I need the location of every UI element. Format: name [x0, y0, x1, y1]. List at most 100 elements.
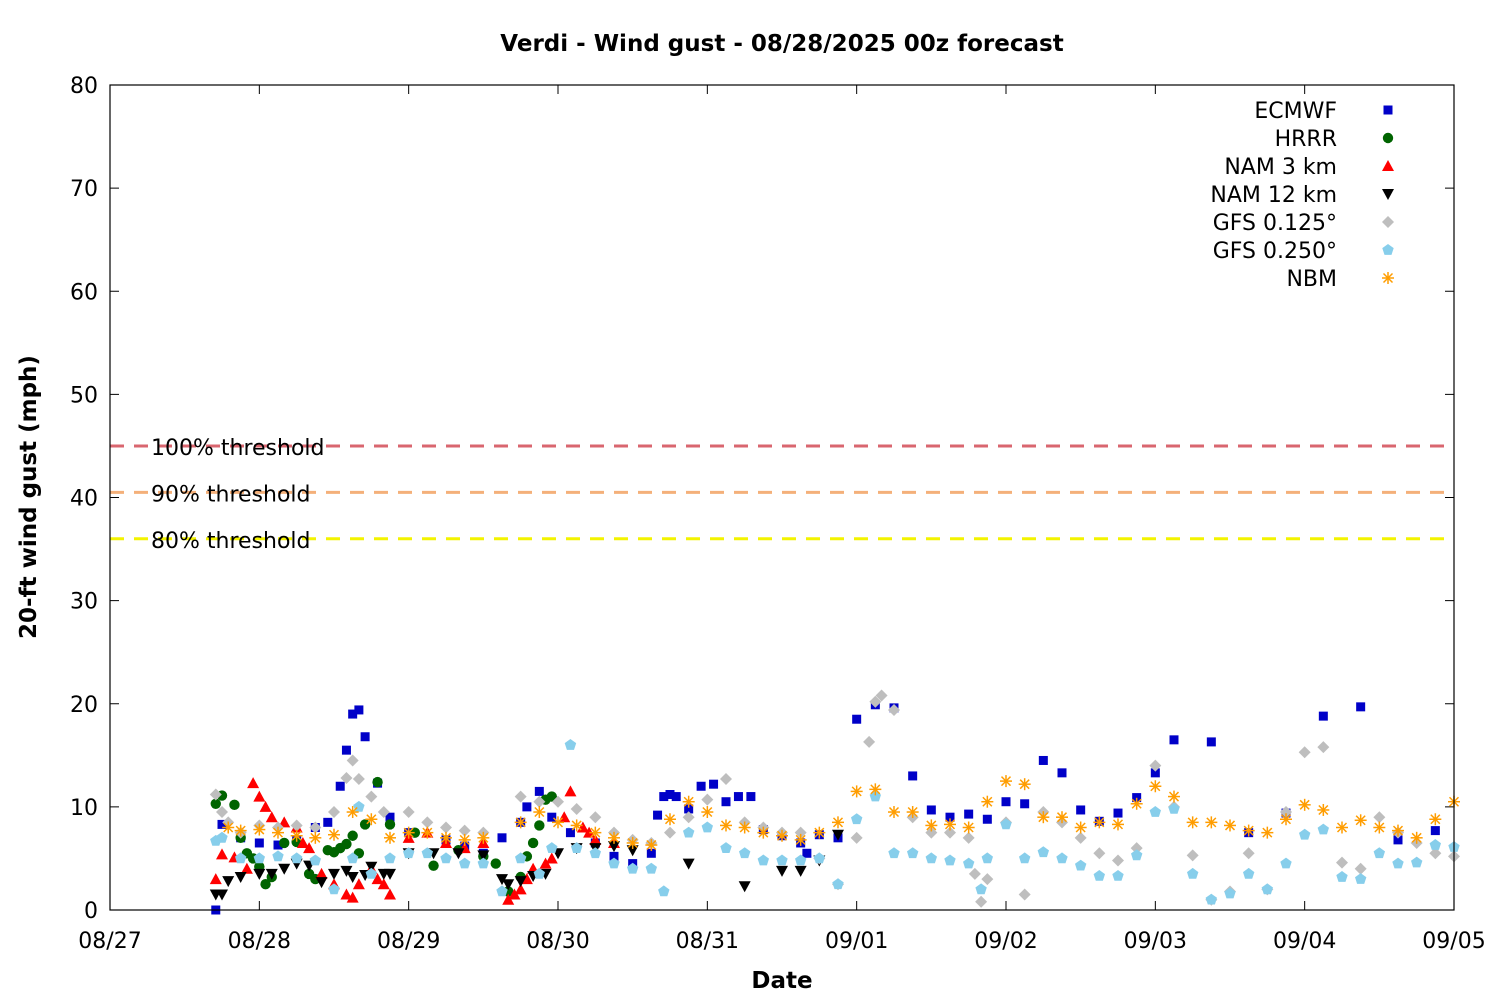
data-point-nbm — [850, 785, 863, 798]
data-point-gfs-0-125 — [1280, 806, 1292, 819]
data-point-gfs-0-125 — [875, 689, 888, 702]
y-tick-label: 50 — [70, 383, 98, 408]
data-point-gfs-0-250 — [589, 847, 601, 859]
data-point-ecmwf — [684, 804, 694, 814]
data-point-nam-3-km — [502, 893, 515, 905]
threshold-label-80-threshold: 80% threshold — [151, 529, 311, 554]
data-point-nbm — [794, 833, 807, 846]
data-point-gfs-0-125 — [720, 773, 732, 786]
data-point-ecmwf — [497, 833, 507, 843]
data-point-nbm — [440, 831, 452, 844]
data-point-nbm — [402, 826, 415, 839]
data-point-nam-12-km — [626, 845, 639, 857]
data-point-nam-3-km — [508, 888, 521, 900]
data-point-nbm — [272, 826, 284, 839]
data-point-ecmwf — [665, 790, 675, 799]
data-point-gfs-0-250 — [1205, 893, 1217, 905]
data-point-gfs-0-250 — [795, 854, 807, 866]
data-point-gfs-0-125 — [352, 773, 365, 786]
data-point-gfs-0-250 — [658, 885, 670, 897]
data-point-nam-3-km — [514, 883, 527, 895]
series-gfs-0-250 — [210, 739, 1460, 905]
data-point-nam-12-km — [328, 868, 340, 880]
data-point-ecmwf — [547, 812, 557, 822]
data-point-gfs-0-250 — [253, 852, 265, 864]
x-tick-label: 09/02 — [974, 929, 1037, 954]
data-point-nam-12-km — [794, 865, 807, 877]
axes-layer: 0 10 20 30 40 50 60 70 80 08/27 08/28 08/29 08/30 08/… — [70, 74, 1486, 954]
data-point-nbm — [1317, 803, 1330, 816]
data-point-nam-12-km — [496, 874, 508, 886]
data-point-ecmwf — [254, 838, 264, 848]
data-point-ecmwf — [945, 812, 955, 822]
data-point-nam-3-km — [352, 878, 365, 890]
y-tick-label: 60 — [70, 280, 98, 305]
data-point-gfs-0-250 — [477, 857, 489, 869]
data-point-nam-12-km — [608, 841, 620, 853]
legend-item-gfs-0-125: GFS 0.125° — [1213, 211, 1394, 236]
data-point-gfs-0-250 — [720, 842, 732, 853]
data-point-ecmwf — [1038, 755, 1048, 765]
data-point-gfs-0-125 — [1130, 842, 1143, 855]
data-point-nam-12-km — [738, 881, 751, 893]
legend-label: HRRR — [1275, 127, 1337, 152]
data-point-gfs-0-125 — [863, 735, 876, 748]
data-point-hrrr — [229, 799, 240, 811]
x-tick-label: 09/03 — [1124, 929, 1187, 954]
data-point-gfs-0-250 — [1429, 839, 1441, 850]
data-point-gfs-0-250 — [309, 854, 321, 866]
data-point-hrrr — [372, 776, 383, 788]
y-axis-label: 20-ft wind gust (mph) — [16, 355, 42, 639]
data-point-nbm — [290, 829, 303, 842]
data-point-gfs-0-250 — [235, 852, 247, 864]
data-point-nam-3-km — [576, 821, 589, 833]
data-point-nam-3-km — [520, 873, 533, 885]
data-point-gfs-0-250 — [869, 790, 881, 802]
data-point-nam-12-km — [452, 848, 465, 860]
data-point-nbm — [421, 826, 434, 839]
data-point-gfs-0-125 — [850, 831, 863, 844]
legend-label: ECMWF — [1254, 99, 1337, 124]
data-point-ecmwf — [335, 781, 345, 791]
legend-marker — [1382, 189, 1394, 200]
data-point-nam-12-km — [477, 850, 490, 862]
data-point-nam-3-km — [259, 800, 272, 812]
data-point-gfs-0-125 — [589, 811, 602, 824]
data-point-gfs-0-125 — [701, 793, 714, 806]
x-tick-label: 09/05 — [1422, 929, 1485, 954]
data-point-hrrr — [384, 819, 396, 830]
data-point-gfs-0-250 — [1093, 870, 1105, 881]
data-point-ecmwf — [671, 792, 681, 802]
data-point-gfs-0-125 — [216, 806, 228, 819]
data-point-gfs-0-250 — [1056, 852, 1068, 864]
data-point-gfs-0-250 — [907, 847, 919, 859]
data-point-ecmwf — [964, 809, 974, 819]
data-point-nbm — [645, 839, 658, 852]
x-tick-label: 08/29 — [377, 929, 440, 954]
data-point-gfs-0-125 — [552, 795, 564, 808]
data-point-gfs-0-125 — [458, 824, 471, 837]
data-point-ecmwf — [659, 792, 669, 802]
data-point-hrrr — [546, 791, 557, 802]
data-point-nam-12-km — [265, 868, 278, 880]
data-point-gfs-0-250 — [776, 854, 788, 866]
data-point-nbm — [1373, 821, 1386, 834]
data-point-nam-3-km — [371, 873, 384, 885]
data-point-nbm — [1280, 813, 1292, 826]
data-point-gfs-0-250 — [1075, 859, 1087, 871]
data-point-gfs-0-125 — [346, 754, 359, 767]
x-tick-label: 09/01 — [825, 929, 888, 954]
data-point-gfs-0-125 — [968, 867, 981, 880]
data-point-nbm — [1224, 819, 1236, 832]
data-point-gfs-0-125 — [944, 826, 956, 839]
data-point-gfs-0-125 — [402, 806, 415, 819]
data-point-ecmwf — [696, 781, 706, 791]
data-point-gfs-0-125 — [570, 802, 583, 815]
series-ecmwf — [211, 700, 1440, 915]
data-point-gfs-0-125 — [1186, 849, 1199, 862]
data-point-nam-12-km — [502, 879, 515, 891]
data-point-ecmwf — [709, 779, 719, 789]
data-point-ecmwf — [721, 797, 731, 807]
data-point-gfs-0-250 — [459, 857, 471, 869]
